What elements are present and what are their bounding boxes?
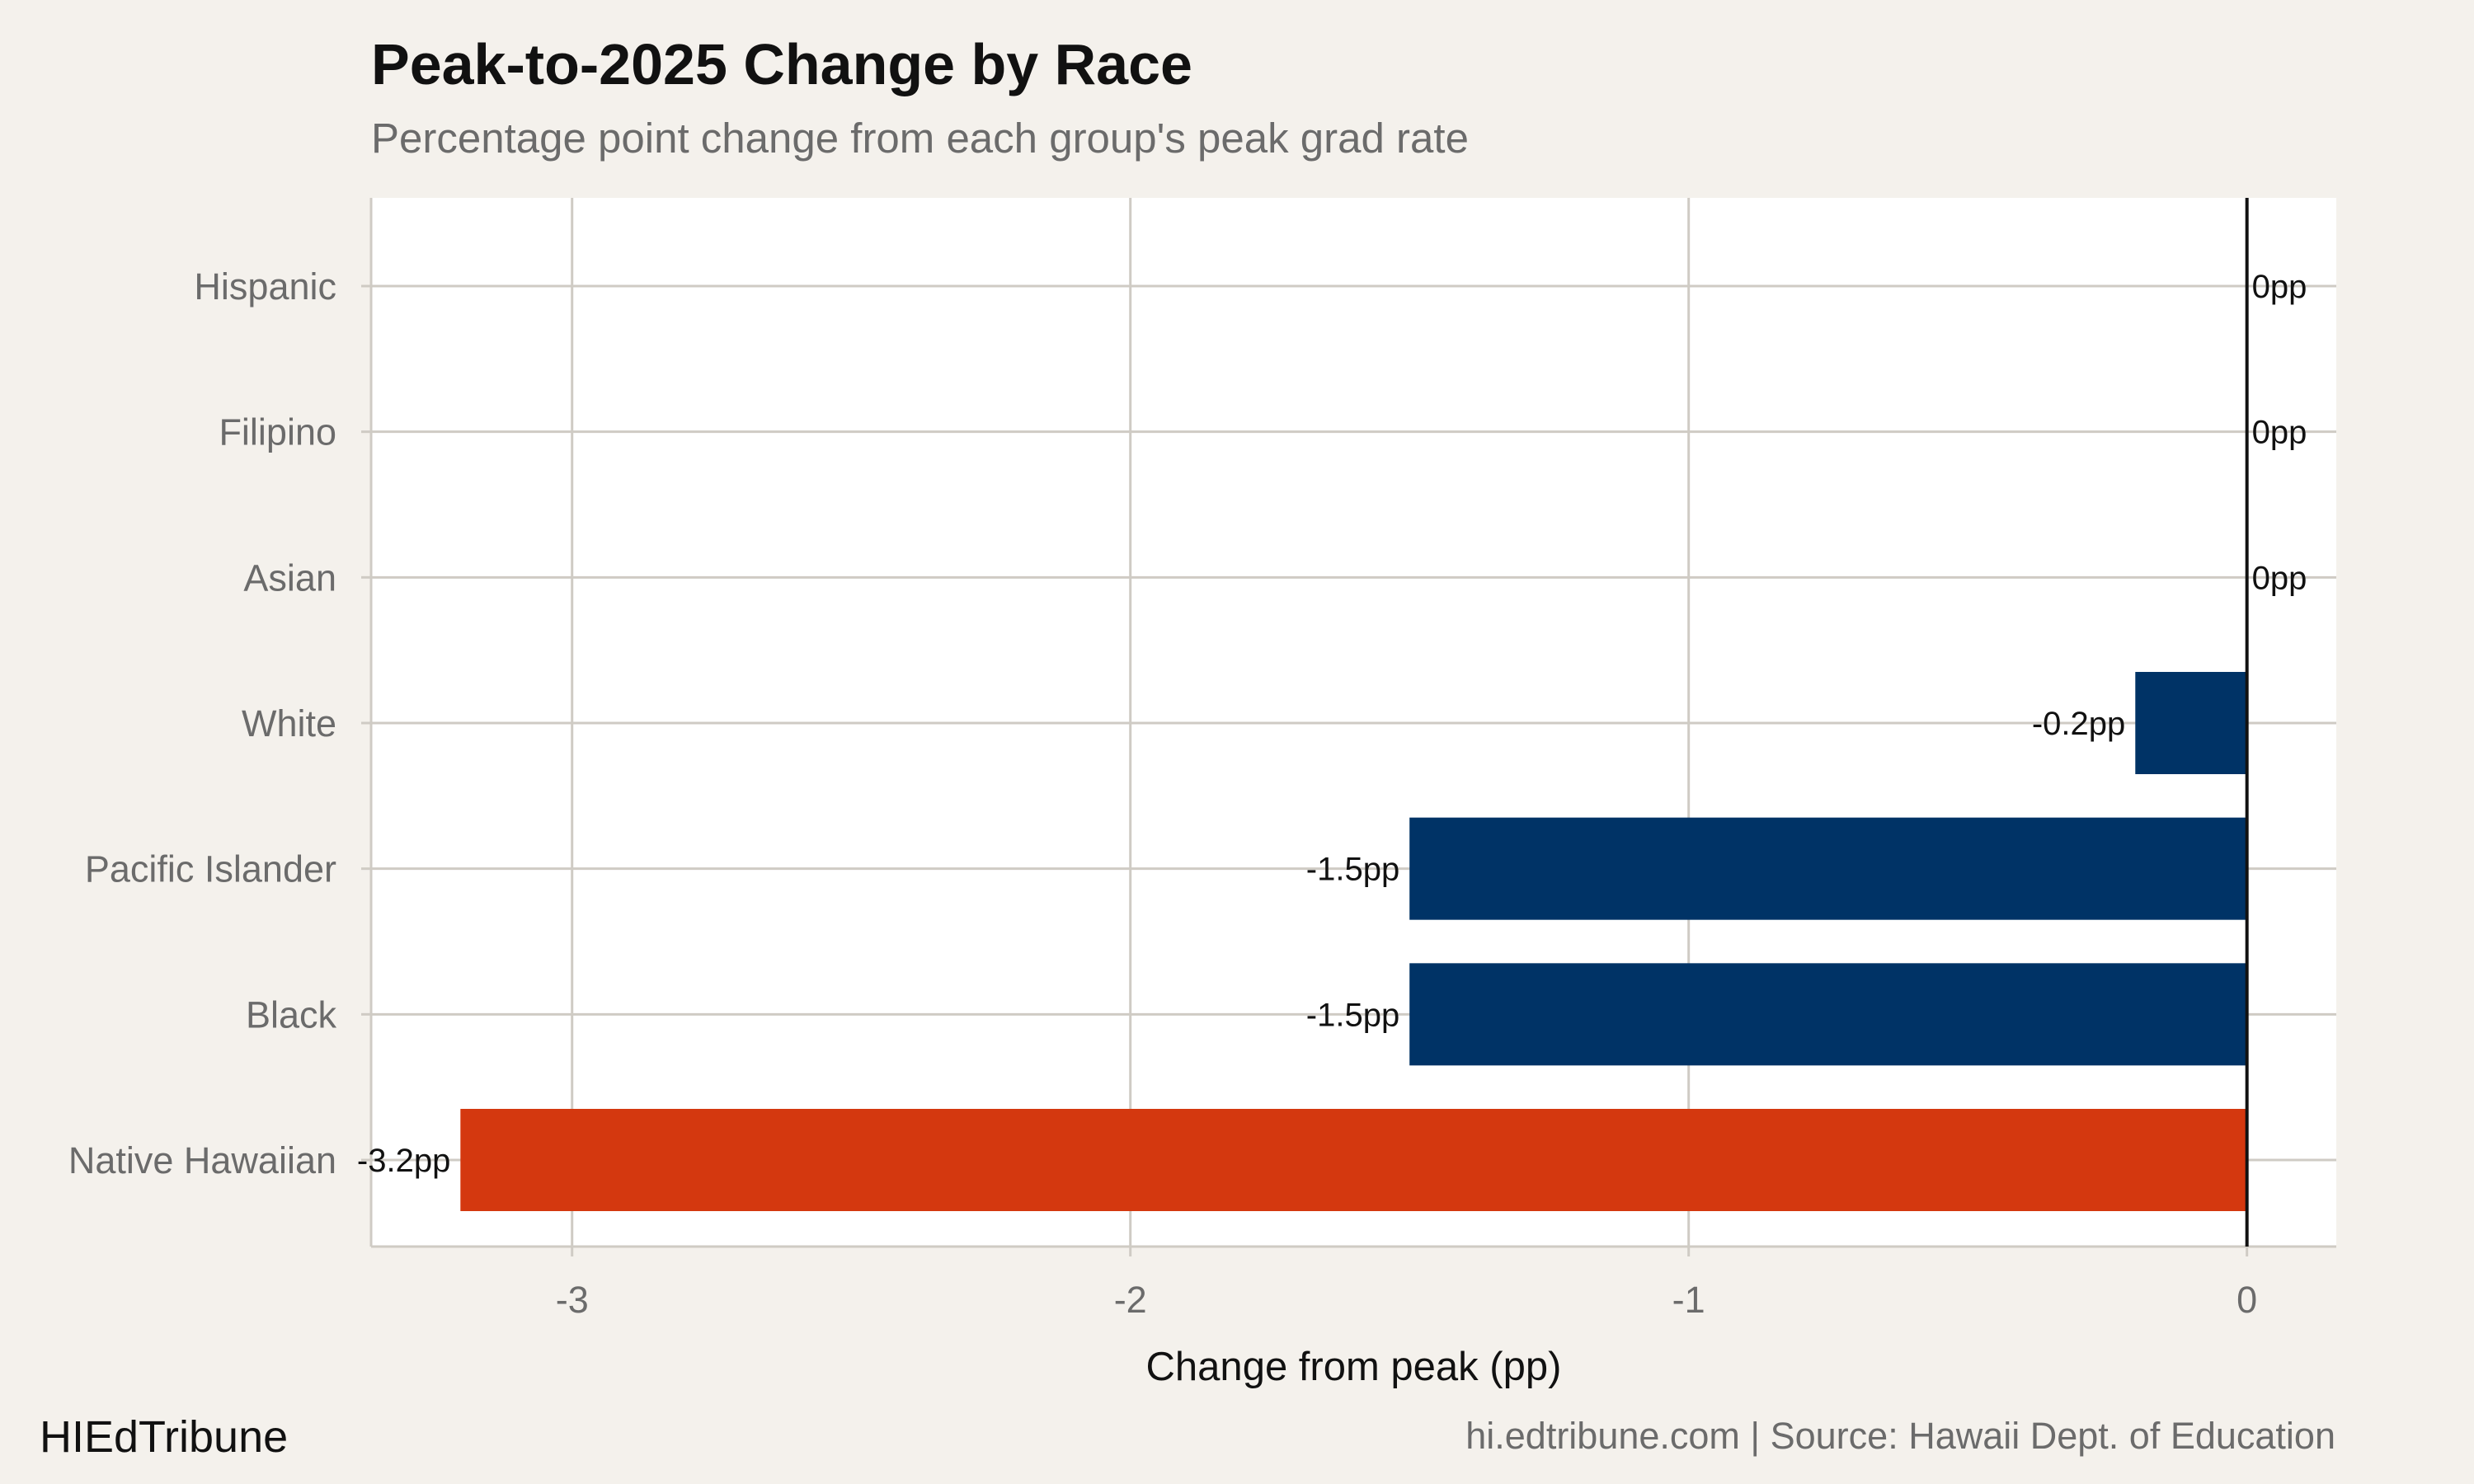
data-label: -1.5pp: [1306, 852, 1399, 888]
bar: [1409, 817, 2247, 920]
y-category-label: Black: [246, 993, 337, 1036]
bar: [1409, 963, 2247, 1066]
y-category-label: Native Hawaiian: [68, 1139, 336, 1181]
x-tick-label: 0: [2236, 1279, 2257, 1321]
x-tick-label: -1: [1672, 1279, 1705, 1321]
x-tick-label: -2: [1114, 1279, 1147, 1321]
brand-label: HIEdTribune: [40, 1412, 289, 1462]
x-tick-label: -3: [556, 1279, 589, 1321]
data-label: -3.2pp: [357, 1143, 450, 1179]
y-category-label: White: [242, 702, 336, 744]
y-category-label: Hispanic: [194, 265, 336, 308]
data-label: 0pp: [2252, 269, 2307, 305]
bar: [2135, 672, 2247, 774]
data-label: 0pp: [2252, 560, 2307, 596]
source-caption: hi.edtribune.com | Source: Hawaii Dept. …: [1465, 1415, 2335, 1457]
y-category-label: Filipino: [219, 411, 336, 453]
chart-title: Peak-to-2025 Change by Race: [371, 32, 1192, 96]
x-axis-title: Change from peak (pp): [1146, 1345, 1562, 1389]
y-category-label: Pacific Islander: [85, 848, 336, 890]
data-label: -0.2pp: [2032, 706, 2125, 742]
data-label: 0pp: [2252, 415, 2307, 451]
bar: [460, 1109, 2247, 1211]
data-label: -1.5pp: [1306, 997, 1399, 1033]
chart-subtitle: Percentage point change from each group'…: [371, 115, 1469, 162]
y-category-label: Asian: [243, 556, 336, 599]
